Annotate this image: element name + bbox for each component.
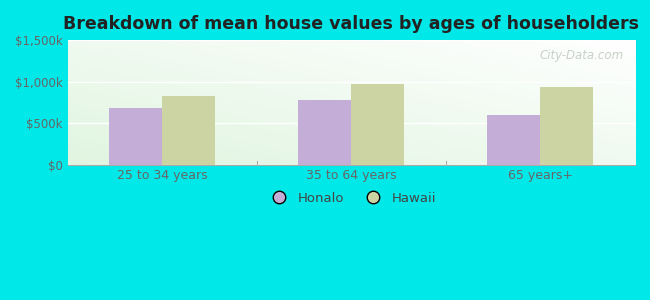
Bar xyxy=(540,87,593,165)
Bar xyxy=(351,84,404,165)
Text: City-Data.com: City-Data.com xyxy=(540,49,623,62)
Legend: Honalo, Hawaii: Honalo, Hawaii xyxy=(261,187,441,210)
Bar xyxy=(109,108,162,165)
Bar xyxy=(298,100,351,165)
Bar xyxy=(488,115,540,165)
Bar xyxy=(162,96,215,165)
Title: Breakdown of mean house values by ages of householders: Breakdown of mean house values by ages o… xyxy=(63,15,640,33)
